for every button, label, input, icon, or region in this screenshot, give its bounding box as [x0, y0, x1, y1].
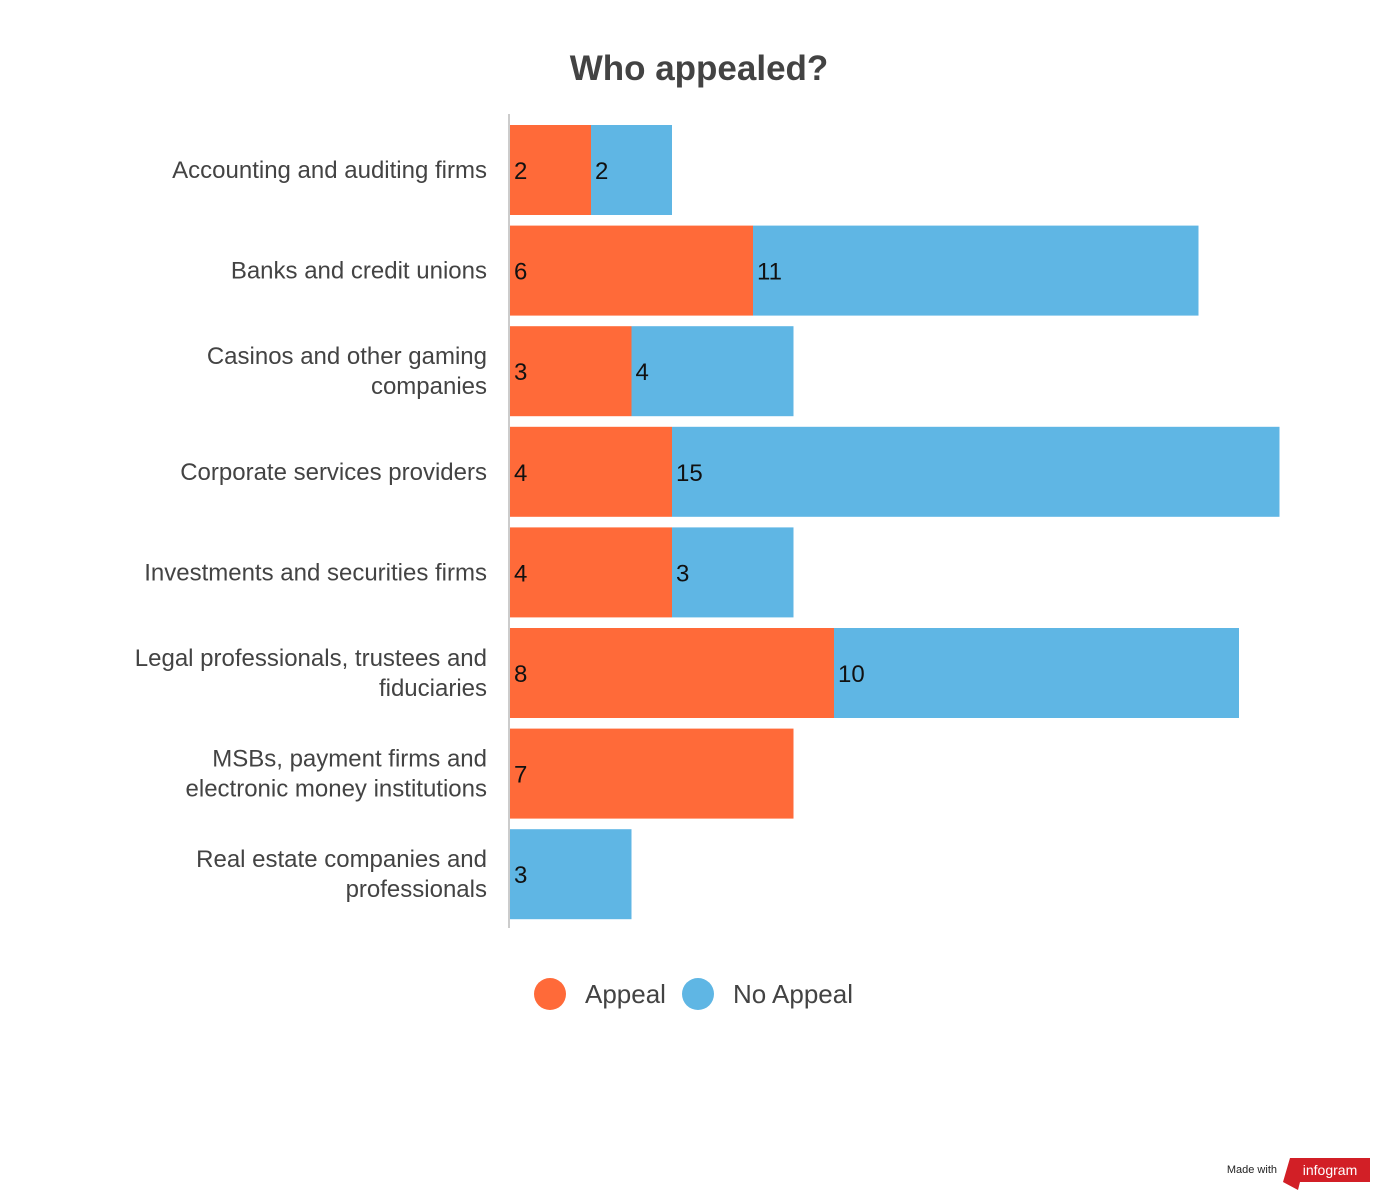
category-label: Banks and credit unions: [231, 258, 487, 285]
chart-title: Who appealed?: [570, 49, 829, 88]
value-label-no-appeal: 3: [514, 862, 527, 889]
bar-no-appeal[interactable]: [672, 527, 794, 618]
bar-no-appeal[interactable]: [672, 426, 1280, 517]
made-with-text: Made with: [1227, 1164, 1277, 1176]
bar-appeal[interactable]: [510, 628, 834, 718]
bar-appeal[interactable]: [510, 527, 672, 618]
bar-no-appeal[interactable]: [510, 829, 632, 920]
made-with-infogram-footer[interactable]: Made with infogram: [1227, 1158, 1370, 1190]
value-label-no-appeal: 3: [676, 560, 689, 587]
category-label: MSBs, payment firms and electronic money …: [186, 746, 487, 803]
value-label-no-appeal: 11: [757, 259, 782, 286]
category-label: Investments and securities firms: [144, 559, 487, 586]
value-label-appeal: 7: [514, 762, 527, 789]
value-label-appeal: 6: [514, 259, 527, 286]
value-label-appeal: 8: [514, 661, 527, 688]
legend-swatch-icon: [682, 978, 714, 1010]
value-label-no-appeal: 2: [595, 158, 608, 185]
bar-appeal[interactable]: [510, 125, 591, 215]
category-label: Casinos and other gaming companies: [207, 343, 487, 400]
value-label-appeal: 2: [514, 158, 527, 185]
category-label: Legal professionals, trustees and fiducia…: [135, 645, 487, 702]
value-label-appeal: 4: [514, 560, 527, 587]
value-label-no-appeal: 10: [838, 661, 865, 688]
category-label: Accounting and auditing firms: [172, 157, 487, 184]
value-label-appeal: 4: [514, 460, 527, 487]
infogram-brand-text: infogram: [1303, 1162, 1357, 1178]
bar-no-appeal[interactable]: [631, 326, 794, 417]
bar-no-appeal[interactable]: [834, 628, 1239, 718]
bar-appeal[interactable]: [510, 728, 794, 819]
legend[interactable]: Appeal No Appeal: [534, 978, 853, 1010]
bar-appeal[interactable]: [510, 326, 632, 417]
legend-label: Appeal: [585, 979, 666, 1009]
legend-label: No Appeal: [733, 979, 853, 1009]
category-label: Real estate companies and professionals: [196, 846, 487, 903]
infogram-logo-icon: [1283, 1158, 1370, 1190]
bar-appeal[interactable]: [510, 225, 753, 316]
category-labels: Accounting and auditing firms Banks and c…: [135, 157, 487, 903]
value-labels: 2 2 6 11 3 4 4 15 4 3 8 10 7 3: [514, 158, 865, 889]
legend-swatch-icon: [534, 978, 566, 1010]
value-label-no-appeal: 15: [676, 460, 703, 487]
value-label-no-appeal: 4: [636, 359, 649, 386]
value-label-appeal: 3: [514, 359, 527, 386]
bar-appeal[interactable]: [510, 426, 672, 517]
category-label: Corporate services providers: [180, 459, 487, 486]
bar-no-appeal[interactable]: [591, 125, 672, 215]
bars: [510, 125, 1280, 920]
bar-no-appeal[interactable]: [753, 225, 1199, 316]
